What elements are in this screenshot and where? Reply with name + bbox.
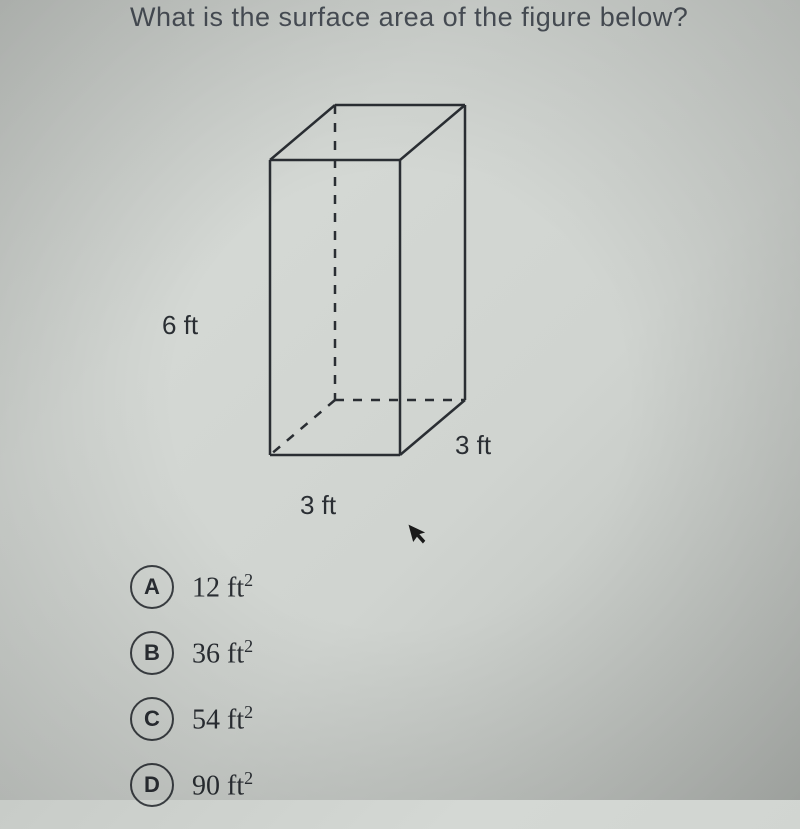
option-letter: B bbox=[130, 631, 174, 675]
option-letter: A bbox=[130, 565, 174, 609]
cursor-icon bbox=[406, 518, 434, 555]
option-value: 90 ft2 bbox=[192, 768, 253, 802]
answer-options: A 12 ft2 B 36 ft2 C 54 ft2 D 90 ft2 bbox=[130, 565, 253, 829]
dimension-width: 3 ft bbox=[300, 490, 336, 521]
option-b[interactable]: B 36 ft2 bbox=[130, 631, 253, 675]
option-letter: C bbox=[130, 697, 174, 741]
question-text: What is the surface area of the figure b… bbox=[130, 2, 688, 33]
option-letter: D bbox=[130, 763, 174, 807]
option-value: 36 ft2 bbox=[192, 636, 253, 670]
prism-svg bbox=[200, 85, 550, 495]
dimension-depth: 3 ft bbox=[455, 430, 491, 461]
option-c[interactable]: C 54 ft2 bbox=[130, 697, 253, 741]
dimension-height: 6 ft bbox=[162, 310, 198, 341]
option-a[interactable]: A 12 ft2 bbox=[130, 565, 253, 609]
option-d[interactable]: D 90 ft2 bbox=[130, 763, 253, 807]
option-value: 12 ft2 bbox=[192, 570, 253, 604]
option-value: 54 ft2 bbox=[192, 702, 253, 736]
prism-figure bbox=[200, 85, 550, 495]
